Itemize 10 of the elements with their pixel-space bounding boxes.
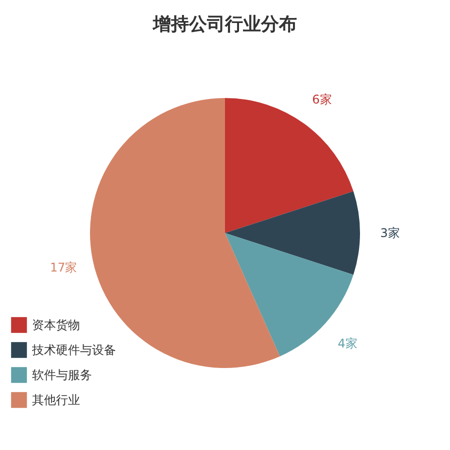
data-label: 3家 <box>380 226 400 240</box>
data-label: 17家 <box>50 260 78 274</box>
data-label: 6家 <box>312 92 332 107</box>
legend-label: 资本货物 <box>32 318 80 332</box>
legend-label: 软件与服务 <box>32 368 92 382</box>
data-label: 4家 <box>338 336 358 350</box>
chart-title: 增持公司行业分布 <box>152 14 297 35</box>
legend-label: 技术硬件与设备 <box>31 343 116 357</box>
legend-label: 其他行业 <box>32 393 80 407</box>
pie-slice <box>225 191 360 275</box>
